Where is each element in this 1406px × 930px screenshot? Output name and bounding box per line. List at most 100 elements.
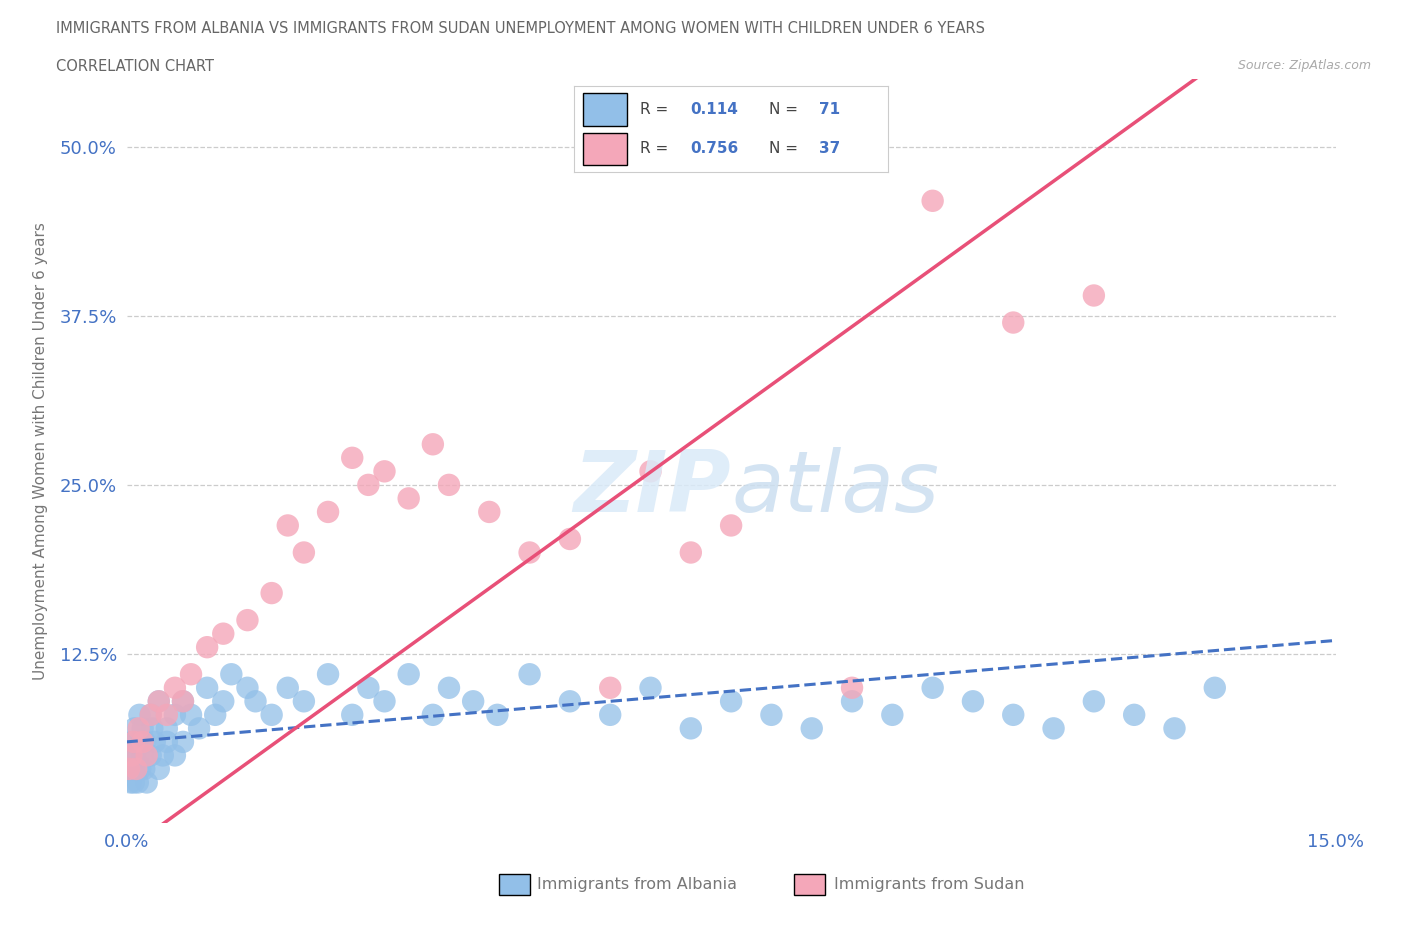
Point: [463, 694, 485, 709]
Point: [141, 721, 163, 736]
Point: [134, 735, 156, 750]
Point: [125, 762, 148, 777]
Point: [1002, 315, 1025, 330]
Point: [236, 681, 259, 696]
Point: [437, 681, 460, 696]
Point: [212, 694, 235, 709]
Point: [292, 694, 315, 709]
Point: [1083, 694, 1105, 709]
Point: [127, 775, 149, 790]
Point: [342, 450, 364, 465]
Point: [156, 721, 179, 736]
Point: [118, 762, 141, 777]
Point: [143, 735, 166, 750]
Point: [720, 518, 742, 533]
Point: [163, 708, 186, 723]
Point: [486, 708, 509, 723]
Y-axis label: Unemployment Among Women with Children Under 6 years: Unemployment Among Women with Children U…: [34, 222, 48, 680]
Point: [122, 762, 145, 777]
Point: [1163, 721, 1185, 736]
Point: [204, 708, 226, 723]
Point: [558, 694, 581, 709]
Point: [121, 735, 143, 750]
Point: [124, 748, 146, 763]
Point: [640, 464, 662, 479]
Text: Immigrants from Sudan: Immigrants from Sudan: [834, 877, 1024, 892]
Point: [398, 667, 420, 682]
Text: atlas: atlas: [731, 446, 939, 530]
Point: [129, 762, 152, 777]
Point: [599, 681, 621, 696]
Point: [120, 748, 142, 763]
Point: [342, 708, 364, 723]
Point: [131, 735, 153, 750]
Point: [1083, 288, 1105, 303]
Point: [148, 694, 170, 709]
Point: [841, 681, 863, 696]
Point: [422, 708, 444, 723]
Point: [212, 626, 235, 641]
Point: [128, 721, 150, 736]
Point: [357, 477, 380, 492]
Point: [148, 694, 170, 709]
Point: [437, 477, 460, 492]
Point: [120, 775, 142, 790]
Point: [260, 586, 283, 601]
Point: [478, 504, 501, 519]
Point: [188, 721, 211, 736]
Point: [1002, 708, 1025, 723]
Point: [152, 748, 174, 763]
Point: [172, 694, 194, 709]
Point: [422, 437, 444, 452]
Point: [156, 708, 179, 723]
Point: [558, 532, 581, 547]
Point: [1204, 681, 1226, 696]
Point: [139, 708, 162, 723]
Point: [921, 681, 943, 696]
Point: [800, 721, 823, 736]
Point: [124, 721, 146, 736]
Point: [1042, 721, 1064, 736]
Point: [245, 694, 267, 709]
Point: [316, 667, 339, 682]
Point: [128, 748, 150, 763]
Point: [373, 464, 395, 479]
Point: [125, 735, 148, 750]
Point: [720, 694, 742, 709]
Point: [519, 667, 541, 682]
Point: [292, 545, 315, 560]
Point: [761, 708, 783, 723]
Point: [1123, 708, 1146, 723]
Point: [962, 694, 984, 709]
Point: [316, 504, 339, 519]
Point: [163, 748, 186, 763]
Point: [679, 545, 702, 560]
Text: CORRELATION CHART: CORRELATION CHART: [56, 59, 214, 73]
Point: [163, 681, 186, 696]
Point: [139, 708, 162, 723]
Point: [398, 491, 420, 506]
Point: [195, 681, 218, 696]
Point: [195, 640, 218, 655]
Text: Source: ZipAtlas.com: Source: ZipAtlas.com: [1237, 59, 1371, 72]
Point: [519, 545, 541, 560]
Point: [277, 681, 299, 696]
Point: [357, 681, 380, 696]
Point: [120, 748, 142, 763]
Point: [139, 748, 162, 763]
Point: [131, 748, 153, 763]
Point: [156, 735, 179, 750]
Point: [128, 708, 150, 723]
Point: [221, 667, 243, 682]
Point: [260, 708, 283, 723]
Point: [882, 708, 904, 723]
Point: [180, 667, 202, 682]
Point: [921, 193, 943, 208]
Point: [180, 708, 202, 723]
Point: [599, 708, 621, 723]
Point: [172, 694, 194, 709]
Point: [373, 694, 395, 709]
Point: [125, 762, 148, 777]
Point: [131, 721, 153, 736]
Point: [148, 762, 170, 777]
